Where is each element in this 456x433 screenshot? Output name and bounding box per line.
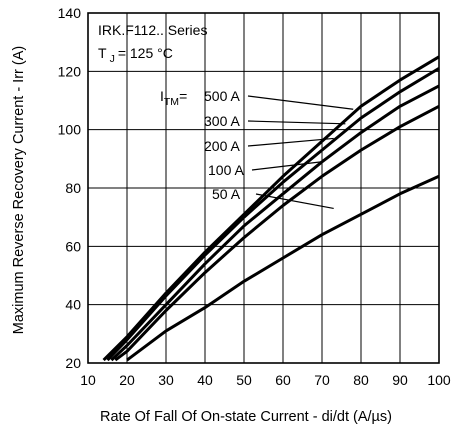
temperature-symbol: T <box>98 45 107 61</box>
series-title: IRK.F112.. Series <box>98 22 207 38</box>
series-label: 300 A <box>204 113 240 129</box>
leader-line <box>247 120 346 125</box>
series-label: 200 A <box>204 138 240 154</box>
current-equals: = <box>179 88 187 104</box>
current-subscript: TM <box>164 96 179 108</box>
x-tick-label: 50 <box>236 372 252 388</box>
current-symbol-label: ITM= <box>160 88 187 108</box>
series-label: 500 A <box>204 88 240 104</box>
series-line <box>114 104 440 362</box>
series-line <box>110 84 440 362</box>
y-tick-label: 100 <box>58 122 82 138</box>
x-axis-ticks: 10 20 30 40 50 60 70 80 90 100 <box>80 372 451 388</box>
series-labels: 500 A 300 A 200 A 100 A 50 A <box>204 88 244 202</box>
y-tick-label: 60 <box>65 238 81 254</box>
x-tick-label: 100 <box>427 372 451 388</box>
x-tick-label: 60 <box>275 372 291 388</box>
x-tick-label: 70 <box>314 372 330 388</box>
leader-line <box>247 95 354 110</box>
temperature-subscript: J <box>110 53 115 65</box>
current-symbol: I <box>160 88 164 104</box>
x-tick-label: 20 <box>119 372 135 388</box>
x-tick-label: 40 <box>197 372 213 388</box>
x-tick-label: 90 <box>392 372 408 388</box>
series-label: 100 A <box>208 162 244 178</box>
series-line <box>102 55 440 362</box>
x-tick-label: 80 <box>353 372 369 388</box>
series-line <box>106 67 440 362</box>
y-tick-label: 40 <box>65 297 81 313</box>
x-tick-label: 10 <box>80 372 96 388</box>
plot-frame <box>87 12 440 364</box>
x-axis-title: Rate Of Fall Of On-state Current - di/dt… <box>100 409 392 425</box>
y-tick-label: 120 <box>58 63 82 79</box>
y-tick-label: 140 <box>58 5 82 21</box>
y-tick-label: 80 <box>65 180 81 196</box>
grid <box>87 12 440 364</box>
y-tick-label: 20 <box>65 355 81 371</box>
leader-line <box>255 193 334 210</box>
y-axis-title: Maximum Reverse Recovery Current - Irr (… <box>11 46 27 334</box>
temperature-note: T J = 125 °C <box>98 45 173 65</box>
y-axis-ticks: 20 40 60 80 100 120 140 <box>58 5 82 371</box>
series-label: 50 A <box>212 186 241 202</box>
temperature-value: = 125 °C <box>118 45 173 61</box>
leader-line <box>251 161 323 171</box>
series-line <box>126 174 440 362</box>
series-lines <box>102 55 440 362</box>
leader-line <box>247 137 334 147</box>
x-tick-label: 30 <box>158 372 174 388</box>
leader-lines <box>247 95 354 210</box>
